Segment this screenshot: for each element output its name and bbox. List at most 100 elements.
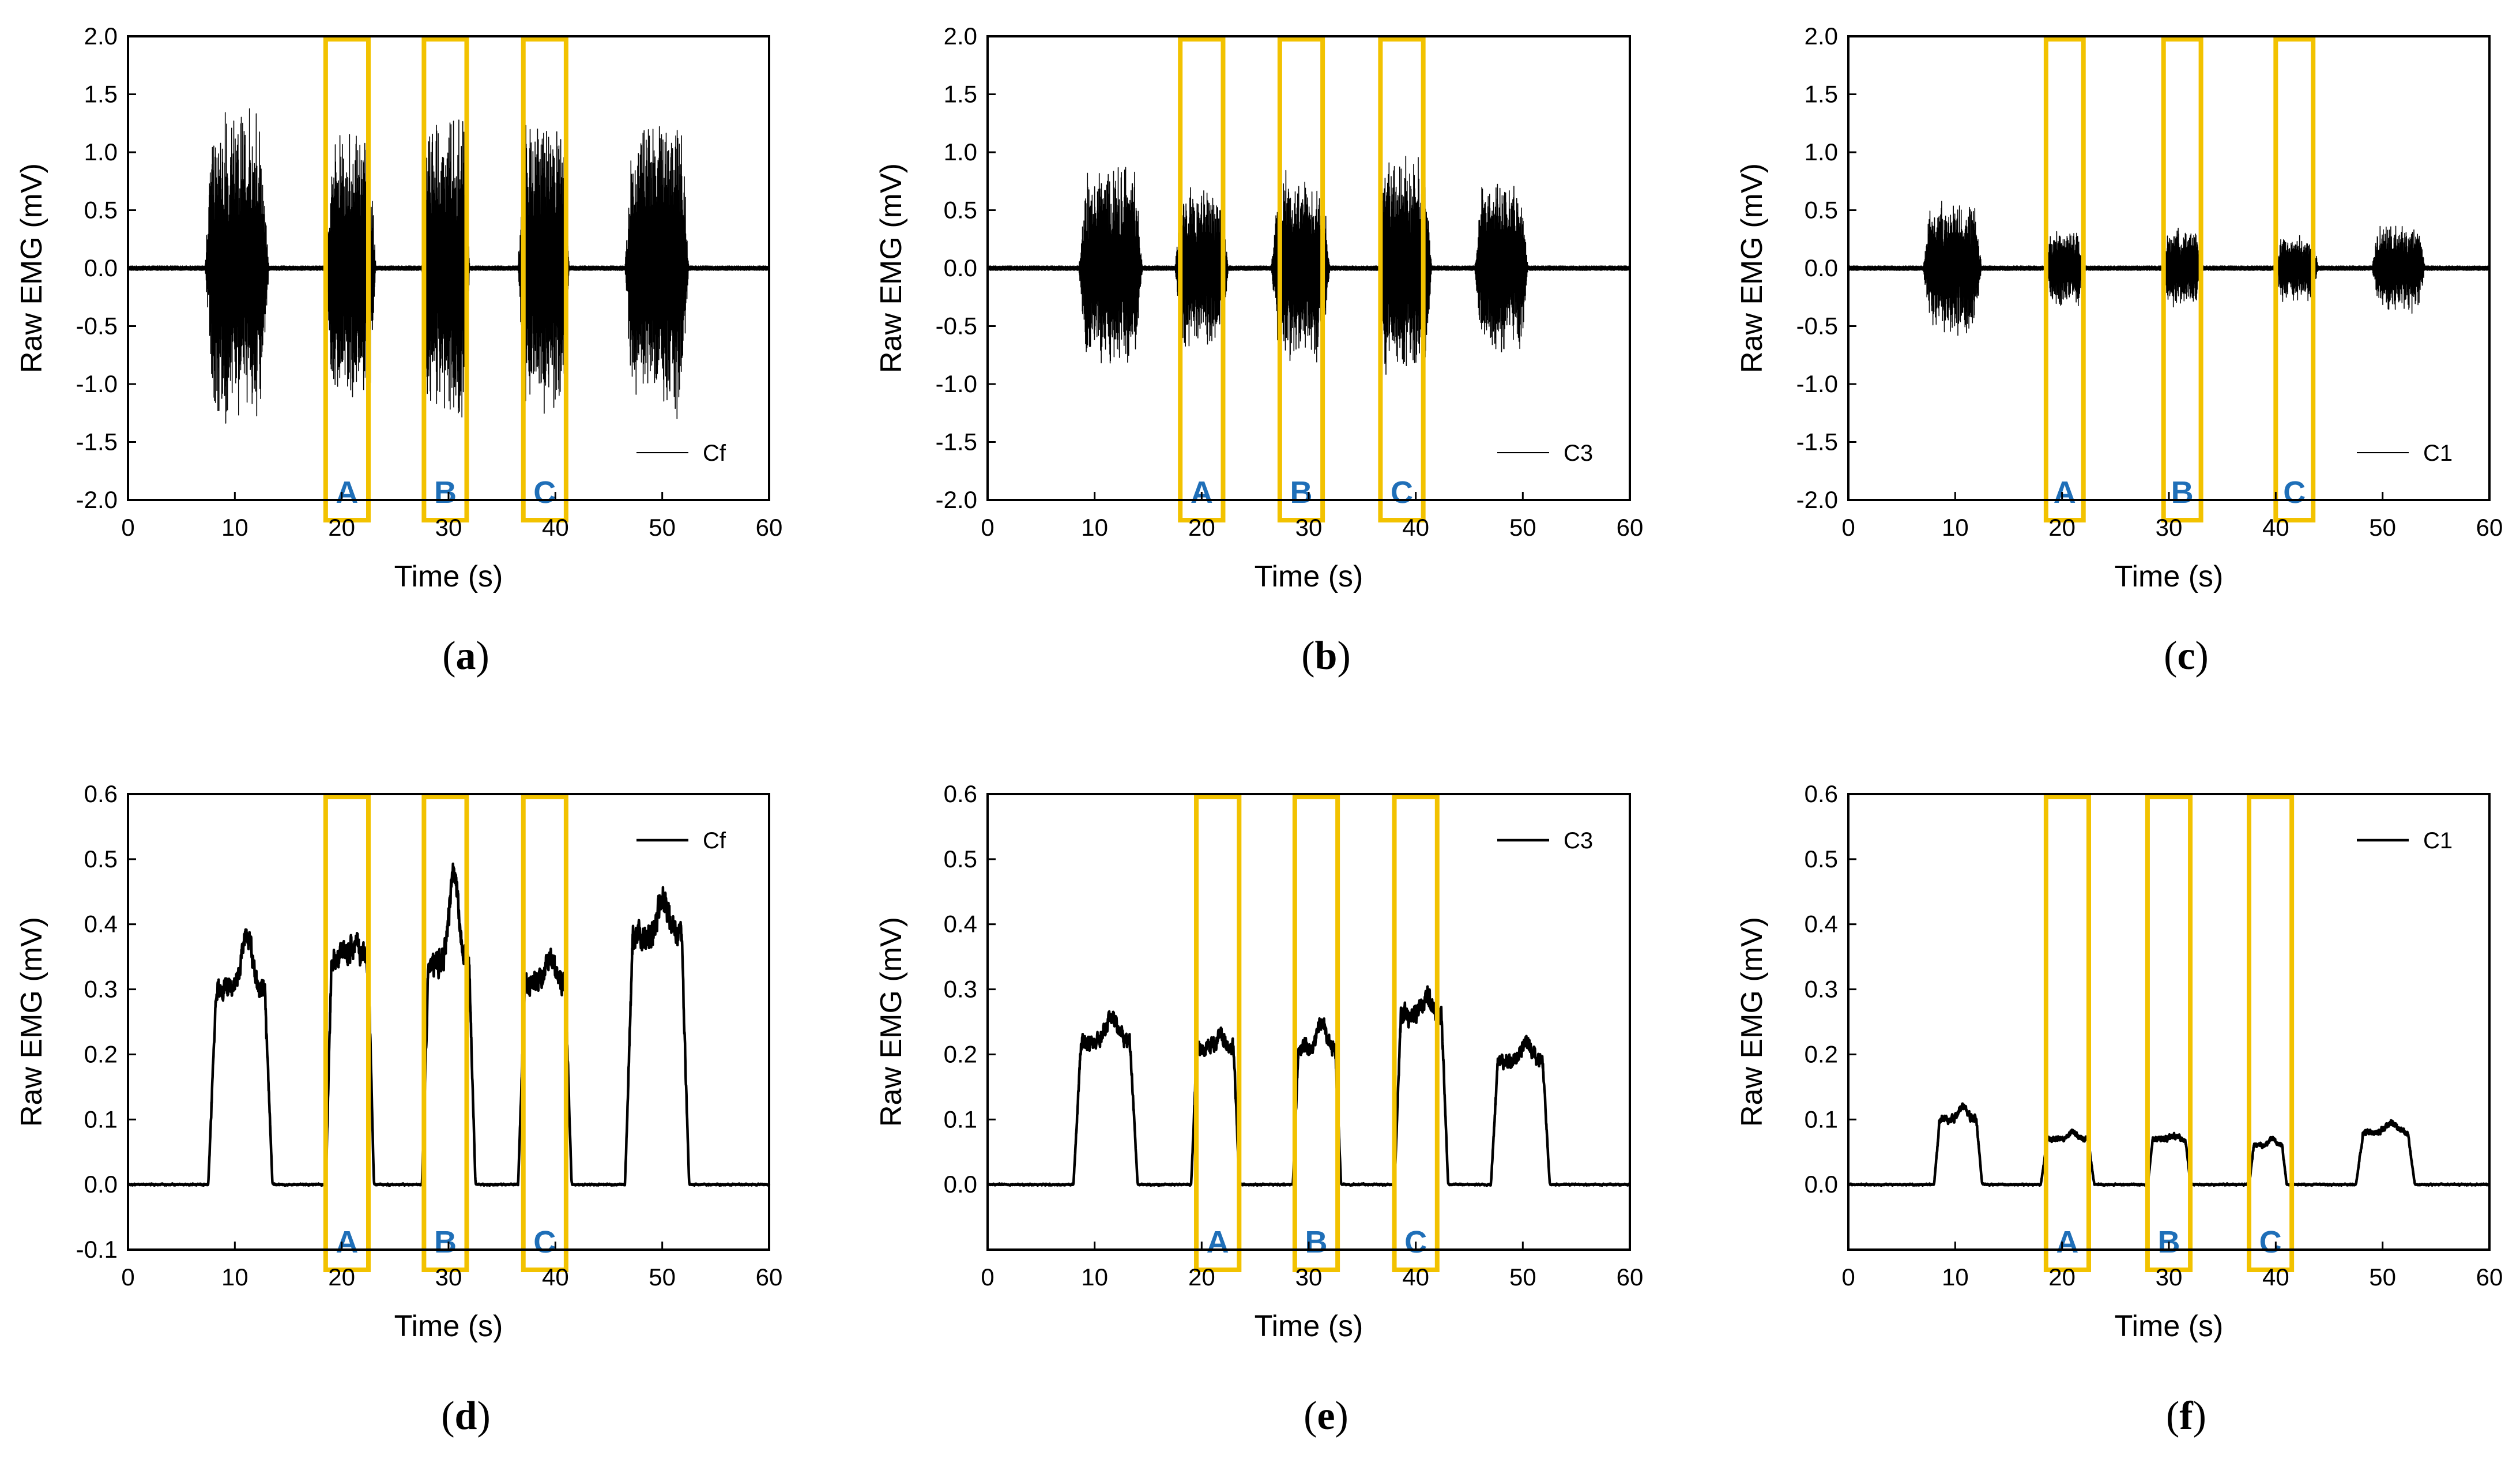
chart-panel-a: A B C 0 10 20 30 40 50 60 -2.0 -1.5 -1.0 -0.5 0.0 0.5 1.… (15, 22, 782, 678)
chart-panel-e: A B C0 10 20 30 40 50 600.00.10.20.30.40.50.6Tim… (875, 780, 1643, 1438)
caption-letter: a (456, 634, 476, 678)
y-axis-title: Raw EMG (mV) (15, 917, 48, 1127)
highlight-label-C: C (2283, 475, 2306, 510)
legend-label: Cf (703, 828, 726, 853)
highlight-label-A: A (2054, 475, 2076, 510)
caption-paren-close: ) (1337, 634, 1350, 678)
highlight-label-B: B (434, 1225, 457, 1259)
chart-panel-f: A B C0 10 20 30 40 50 600.00.10.20.30.40.50.6Tim… (1735, 780, 2503, 1438)
highlight-box-C (2247, 795, 2295, 1272)
y-axis-title: Raw EMG (mV) (875, 917, 908, 1127)
x-axis-title: Time (s) (394, 1310, 503, 1343)
highlight-box-B (421, 795, 469, 1272)
y-tick-label: -2.0 (1796, 486, 1838, 513)
highlight-box-C (2273, 37, 2316, 522)
y-tick-label: 0.0 (1805, 254, 1838, 281)
highlight-label-B: B (434, 475, 457, 510)
x-tick-label: 50 (1509, 1263, 1536, 1291)
y-tick-label: 0.6 (944, 780, 977, 807)
x-tick-label: 40 (1402, 1263, 1429, 1291)
y-tick-label: 2.0 (1805, 22, 1838, 50)
y-tick-label: 0.2 (1805, 1040, 1838, 1067)
x-tick-label: 50 (1509, 514, 1536, 541)
highlight-box-C (521, 795, 568, 1272)
caption-letter: f (2179, 1394, 2193, 1438)
x-tick-label: 20 (2048, 1263, 2075, 1291)
highlight-label-A: A (336, 1225, 358, 1259)
plot-frame (986, 793, 1631, 1251)
y-tick-label: 0.4 (84, 911, 118, 938)
x-tick-label: 30 (2156, 514, 2183, 541)
x-tick-label: 30 (1295, 1263, 1323, 1291)
y-tick-label: 0.0 (944, 1171, 977, 1198)
y-tick-label: -2.0 (76, 486, 118, 513)
y-tick-label: 1.0 (1805, 138, 1838, 166)
x-tick-label: 0 (981, 514, 994, 541)
y-tick-label: 1.0 (944, 138, 977, 166)
y-tick-label: 0.0 (84, 254, 118, 281)
y-tick-label: -1.5 (76, 428, 118, 456)
legend-label: Cf (703, 441, 726, 466)
panel-caption: (f) (2166, 1394, 2206, 1438)
highlight-label-B: B (2171, 475, 2194, 510)
x-tick-label: 20 (2048, 514, 2075, 541)
y-axis-title: Raw EMG (mV) (1735, 917, 1769, 1127)
caption-paren-close: ) (477, 1394, 490, 1438)
y-tick-label: 0.5 (1805, 197, 1838, 224)
y-axis-title: Raw EMG (mV) (1735, 163, 1769, 373)
y-tick-label: 0.4 (944, 911, 977, 938)
highlight-box-B (1292, 795, 1340, 1272)
y-tick-label: 0.6 (84, 780, 118, 807)
y-tick-label: -1.0 (1796, 370, 1838, 397)
highlight-box-B (2145, 795, 2193, 1272)
x-tick-label: 40 (1402, 514, 1429, 541)
x-axis-title: Time (s) (1255, 560, 1363, 593)
x-axis-title: Time (s) (394, 560, 503, 593)
x-axis-title: Time (s) (2115, 1310, 2224, 1343)
highlight-box-B (1277, 37, 1325, 522)
panel-caption: (a) (442, 634, 489, 678)
caption-paren-open: ( (2166, 1394, 2179, 1438)
y-tick-label: 1.0 (84, 138, 118, 166)
y-tick-label: 0.2 (84, 1040, 118, 1067)
y-tick-label: -0.5 (1796, 313, 1838, 340)
x-tick-label: 0 (1841, 1263, 1855, 1291)
y-tick-label: -0.5 (76, 313, 118, 340)
series-line-Cf (127, 862, 771, 1187)
y-tick-label: -1.0 (936, 370, 977, 397)
x-tick-label: 60 (1617, 1263, 1644, 1291)
y-tick-label: 1.5 (1805, 81, 1838, 108)
highlight-label-C: C (533, 475, 556, 510)
x-tick-label: 20 (328, 1263, 355, 1291)
x-tick-label: 0 (981, 1263, 994, 1291)
highlight-box-A (323, 795, 371, 1272)
highlight-box-A (1178, 37, 1226, 522)
y-tick-label: 1.5 (84, 81, 118, 108)
y-tick-label: 0.3 (84, 976, 118, 1003)
x-tick-label: 10 (1081, 514, 1108, 541)
panel-caption: (c) (2164, 634, 2209, 678)
x-tick-label: 60 (2476, 514, 2503, 541)
y-tick-label: 1.5 (944, 81, 977, 108)
x-tick-label: 10 (1942, 1263, 1969, 1291)
x-tick-label: 30 (435, 1263, 462, 1291)
x-tick-label: 10 (221, 1263, 248, 1291)
x-tick-label: 50 (649, 1263, 676, 1291)
highlight-box-A (2043, 37, 2086, 522)
y-tick-label: 0.0 (1805, 1171, 1838, 1198)
highlight-label-A: A (336, 475, 358, 510)
series-line-Cf (127, 108, 770, 424)
chart-panel-d: A B C 0 10 20 30 40 50 60 -0.1 0.0 0.1 0.2 0.3 0.4 0.5 0.… (15, 780, 782, 1438)
y-tick-label: -0.5 (936, 313, 977, 340)
y-tick-label: 0.0 (84, 1171, 118, 1198)
y-axis-title: Raw EMG (mV) (15, 163, 48, 373)
highlight-label-A: A (1207, 1225, 1229, 1259)
x-tick-label: 60 (756, 1263, 783, 1291)
x-axis-title: Time (s) (2115, 560, 2224, 593)
x-tick-label: 10 (1081, 1263, 1108, 1291)
x-tick-label: 20 (1188, 514, 1215, 541)
x-tick-label: 0 (121, 1263, 134, 1291)
x-tick-label: 30 (435, 514, 462, 541)
